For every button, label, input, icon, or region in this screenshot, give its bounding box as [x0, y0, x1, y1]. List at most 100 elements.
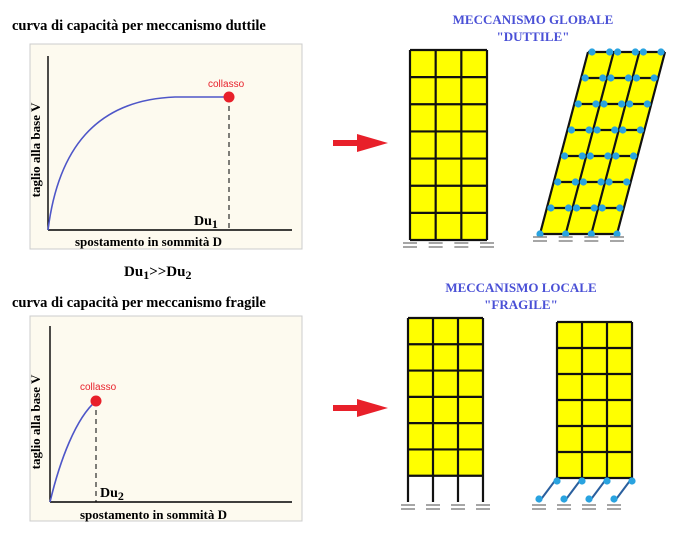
plastic-hinge	[536, 230, 544, 238]
plastic-hinge	[657, 48, 665, 56]
plastic-hinge	[606, 48, 614, 56]
frame-panel	[408, 370, 433, 397]
frame-panel	[557, 400, 582, 426]
frame-panel	[557, 374, 582, 400]
frame-panel	[605, 156, 638, 182]
frame-panel	[607, 348, 632, 374]
top-chart-panel	[29, 43, 303, 250]
frame-panel	[461, 131, 487, 159]
frame-panel	[410, 104, 436, 132]
frame-panel	[593, 104, 626, 130]
top-chart-title: curva di capacità per meccanismo duttile	[12, 18, 266, 34]
frame-panel	[582, 400, 607, 426]
frame-panel	[408, 396, 433, 424]
frame-panel	[410, 158, 436, 186]
frame-panel	[567, 104, 600, 130]
frame-panel	[435, 131, 462, 159]
frame-panel	[582, 426, 607, 452]
frame-panel	[560, 130, 594, 156]
plastic-hinge	[629, 152, 638, 160]
frame-panel	[582, 452, 607, 478]
plastic-hinge	[599, 74, 607, 82]
bottom-frame-undeformed	[401, 316, 490, 510]
plastic-hinge	[560, 495, 568, 503]
frame-panel	[607, 426, 632, 452]
frame-panel	[433, 449, 458, 476]
plastic-hinge	[610, 495, 618, 503]
frame-panel	[632, 52, 665, 78]
frame-panel	[433, 396, 458, 424]
plastic-hinge	[590, 204, 598, 212]
frame-panel	[557, 426, 582, 452]
bottom-mechanism-title-2: "FRAGILE"	[484, 297, 558, 312]
frame-panel	[458, 344, 483, 371]
frame-column	[538, 51, 590, 235]
frame-panel	[408, 423, 433, 450]
plastic-hinge	[585, 126, 593, 134]
frame-panel	[410, 50, 436, 78]
bottom-du-label: Du2	[100, 486, 124, 503]
bottom-capacity-curve	[49, 400, 97, 503]
frame-panel	[433, 318, 458, 345]
plastic-hinge	[593, 126, 601, 134]
frame-panel	[557, 348, 582, 374]
frame-panel	[458, 396, 483, 424]
bottom-collapse-label: collasso	[80, 382, 117, 393]
frame-panel	[433, 423, 458, 450]
frame-panel	[540, 208, 573, 234]
frame-panel	[410, 77, 436, 105]
frame-panel	[582, 374, 607, 400]
frame-panel	[546, 182, 580, 208]
plastic-hinge	[572, 204, 581, 212]
plastic-hinge	[603, 477, 611, 485]
plastic-hinge	[611, 126, 619, 134]
frame-panel	[433, 370, 458, 397]
bottom-arrow-icon	[333, 399, 388, 417]
plastic-hinge	[535, 495, 543, 503]
frame-panel	[606, 52, 640, 78]
frame-panel	[607, 452, 632, 478]
frame-panel	[408, 449, 433, 476]
frame-panel	[435, 77, 462, 105]
frame-panel	[607, 322, 632, 348]
top-frame-global-mechanism	[533, 48, 667, 242]
frame-panel	[410, 212, 436, 240]
plastic-hinge	[592, 100, 600, 108]
top-collapse-point	[223, 91, 235, 103]
frame-panel	[557, 452, 582, 478]
frame-panel	[410, 131, 436, 159]
bottom-collapse-point	[90, 395, 102, 407]
frame-panel	[435, 185, 462, 213]
plastic-hinge	[636, 126, 645, 134]
plastic-hinge	[613, 230, 621, 238]
frame-panel	[598, 182, 631, 208]
frame-panel	[611, 130, 645, 156]
plastic-hinge	[571, 178, 579, 186]
frame-panel	[458, 423, 483, 450]
frame-panel	[557, 322, 582, 348]
plastic-hinge	[604, 152, 612, 160]
frame-panel	[461, 104, 487, 132]
plastic-hinge	[554, 178, 562, 186]
bottom-mechanism-title-1: MECCANISMO LOCALE	[445, 280, 596, 295]
plastic-hinge	[616, 204, 624, 212]
plastic-hinge	[547, 204, 555, 212]
plastic-hinge	[605, 178, 613, 186]
frame-panel	[458, 449, 483, 476]
plastic-hinge	[598, 204, 606, 212]
plastic-hinge	[619, 126, 627, 134]
plastic-hinge	[631, 48, 639, 56]
plastic-hinge	[628, 477, 636, 485]
top-x-axis-label: spostamento in sommità D	[75, 234, 222, 249]
bottom-y-axis-label: taglio alla base V	[28, 374, 43, 469]
bottom-frame-local-mechanism	[532, 320, 636, 510]
frame-panel	[565, 208, 599, 234]
plastic-hinge	[614, 48, 622, 56]
plastic-hinge	[560, 152, 569, 160]
plastic-hinge	[579, 178, 587, 186]
plastic-hinge	[597, 178, 605, 186]
bottom-chart-panel	[29, 315, 303, 522]
frame-panel	[461, 158, 487, 186]
plastic-hinge	[600, 100, 608, 108]
